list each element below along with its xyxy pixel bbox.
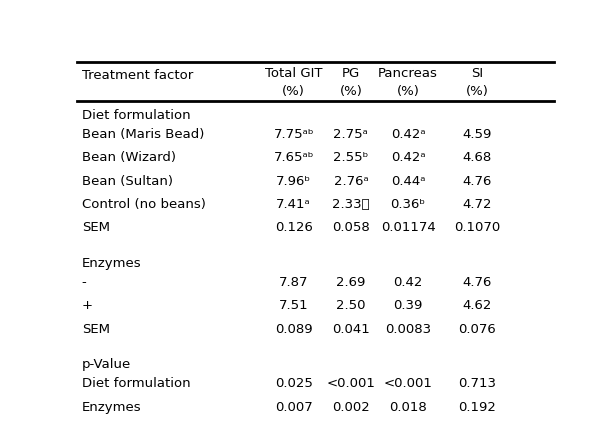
Text: SEM: SEM	[82, 222, 109, 235]
Text: +: +	[82, 299, 93, 312]
Text: 0.1070: 0.1070	[454, 222, 501, 235]
Text: 0.36ᵇ: 0.36ᵇ	[391, 198, 426, 211]
Text: 0.007: 0.007	[275, 400, 312, 414]
Text: (%): (%)	[282, 85, 305, 98]
Text: <0.001: <0.001	[384, 377, 432, 390]
Text: 7.75ᵃᵇ: 7.75ᵃᵇ	[274, 128, 314, 141]
Text: 4.68: 4.68	[462, 151, 492, 164]
Text: Control (no beans): Control (no beans)	[82, 198, 205, 211]
Text: 2.76ᵃ: 2.76ᵃ	[333, 175, 368, 188]
Text: 0.018: 0.018	[389, 400, 427, 414]
Text: 0.126: 0.126	[275, 222, 312, 235]
Text: Diet formulation: Diet formulation	[82, 377, 190, 390]
Text: 0.089: 0.089	[275, 323, 312, 335]
Text: 2.50: 2.50	[336, 299, 366, 312]
Text: 0.058: 0.058	[332, 222, 370, 235]
Text: Enzymes: Enzymes	[82, 257, 141, 270]
Text: PG: PG	[342, 67, 360, 80]
Text: (%): (%)	[397, 85, 419, 98]
Text: -: -	[82, 276, 86, 289]
Text: Diet formulation: Diet formulation	[82, 109, 190, 122]
Text: 0.041: 0.041	[332, 323, 370, 335]
Text: <0.001: <0.001	[327, 377, 375, 390]
Text: 7.41ᵃ: 7.41ᵃ	[276, 198, 311, 211]
Text: (%): (%)	[339, 85, 362, 98]
Text: 0.0083: 0.0083	[385, 323, 431, 335]
Text: 4.76: 4.76	[462, 175, 492, 188]
Text: 7.65ᵃᵇ: 7.65ᵃᵇ	[274, 151, 314, 164]
Text: 2.33ၣ: 2.33ၣ	[332, 198, 370, 211]
Text: Bean (Sultan): Bean (Sultan)	[82, 175, 173, 188]
Text: 2.69: 2.69	[336, 276, 366, 289]
Text: 0.076: 0.076	[458, 323, 496, 335]
Text: 0.025: 0.025	[275, 377, 312, 390]
Text: 7.96ᵇ: 7.96ᵇ	[276, 175, 311, 188]
Text: 0.192: 0.192	[458, 400, 496, 414]
Text: 0.42ᵃ: 0.42ᵃ	[391, 151, 426, 164]
Text: SI: SI	[471, 67, 483, 80]
Text: 2.75ᵃ: 2.75ᵃ	[333, 128, 368, 141]
Text: Pancreas: Pancreas	[378, 67, 438, 80]
Text: 7.51: 7.51	[279, 299, 309, 312]
Text: 0.42ᵃ: 0.42ᵃ	[391, 128, 426, 141]
Text: 0.44ᵃ: 0.44ᵃ	[391, 175, 426, 188]
Text: SEM: SEM	[82, 323, 109, 335]
Text: 0.42: 0.42	[394, 276, 423, 289]
Text: 4.72: 4.72	[462, 198, 492, 211]
Text: 0.39: 0.39	[394, 299, 423, 312]
Text: 4.76: 4.76	[462, 276, 492, 289]
Text: 0.713: 0.713	[458, 377, 496, 390]
Text: 4.62: 4.62	[462, 299, 492, 312]
Text: 7.87: 7.87	[279, 276, 309, 289]
Text: 0.002: 0.002	[332, 400, 370, 414]
Text: Bean (Maris Bead): Bean (Maris Bead)	[82, 128, 204, 141]
Text: Enzymes: Enzymes	[82, 400, 141, 414]
Text: Total GIT: Total GIT	[265, 67, 322, 80]
Text: p-Value: p-Value	[82, 358, 131, 371]
Text: 0.01174: 0.01174	[381, 222, 435, 235]
Text: 2.55ᵇ: 2.55ᵇ	[333, 151, 368, 164]
Text: (%): (%)	[466, 85, 489, 98]
Text: Bean (Wizard): Bean (Wizard)	[82, 151, 176, 164]
Text: 4.59: 4.59	[462, 128, 492, 141]
Text: Treatment factor: Treatment factor	[82, 68, 193, 81]
